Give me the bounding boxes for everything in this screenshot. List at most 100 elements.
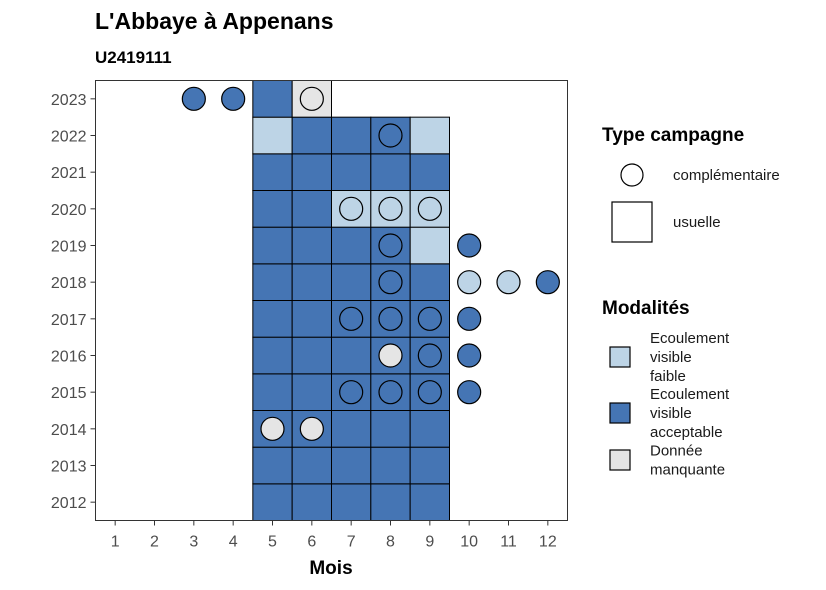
point-2018-10 xyxy=(457,270,482,295)
x-axis-title: Mois xyxy=(309,558,352,579)
tile-2012-7 xyxy=(331,483,372,522)
x-tick-label: 11 xyxy=(500,534,517,551)
legend-modalites: Modalités Ecoulement visible faibleEcoulem… xyxy=(602,298,730,479)
x-tick-label: 7 xyxy=(347,534,356,551)
tile-2020-6 xyxy=(291,190,332,228)
legend-type-label-usuelle: usuelle xyxy=(673,214,721,231)
y-tick-label: 2021 xyxy=(51,165,87,182)
point-2020-9 xyxy=(417,196,442,221)
legend-key-0 xyxy=(609,346,631,368)
tile-2016-7 xyxy=(331,336,372,375)
y-tick-label: 2016 xyxy=(51,349,87,366)
tile-2018-5 xyxy=(252,263,293,302)
tile-2012-8 xyxy=(370,483,411,522)
tile-2020-5 xyxy=(252,190,293,228)
tile-2018-7 xyxy=(331,263,372,302)
tile-2013-8 xyxy=(370,446,411,485)
y-axis: 2012 2013 2014 2015 2016 2017 2018 2019 2020 2021… xyxy=(51,92,96,512)
legend-modalite-label-line: Ecoulement xyxy=(650,330,730,347)
point-2016-10 xyxy=(457,343,482,368)
legend-modalite-label: Ecoulement visible faible xyxy=(650,330,730,385)
x-axis: 1 2 3 4 5 6 7 8 9 10 11 12 xyxy=(111,520,557,551)
legend-square-key xyxy=(611,201,653,243)
point-2019-10 xyxy=(457,233,482,258)
tile-2022-6 xyxy=(291,116,332,155)
tile-2019-5 xyxy=(252,226,293,265)
point-2020-7 xyxy=(339,196,364,221)
plot-area xyxy=(95,80,568,522)
legend-modalite-label-line: visible xyxy=(650,349,692,366)
y-tick-label: 2012 xyxy=(51,495,87,512)
y-tick-label: 2015 xyxy=(51,385,87,402)
tile-2016-6 xyxy=(291,336,332,375)
x-tick-label: 2 xyxy=(150,534,159,551)
tile-2022-5 xyxy=(252,116,293,155)
tile-2013-7 xyxy=(331,446,372,485)
tile-2022-9 xyxy=(409,116,450,155)
chart-subtitle: U2419111 xyxy=(95,48,172,67)
x-tick-label: 3 xyxy=(189,534,198,551)
y-tick-label: 2013 xyxy=(51,459,87,476)
tile-2021-7 xyxy=(331,153,372,191)
tile-2017-6 xyxy=(291,300,332,338)
x-tick-label: 8 xyxy=(386,534,395,551)
legend-modalite-label-line: Ecoulement xyxy=(650,386,730,403)
tile-2012-5 xyxy=(252,483,293,522)
point-2020-8 xyxy=(378,196,403,221)
tile-2018-9 xyxy=(409,263,450,302)
y-tick-label: 2018 xyxy=(51,275,87,292)
point-2017-10 xyxy=(457,306,482,331)
point-2017-9 xyxy=(417,306,442,331)
tile-2015-6 xyxy=(291,373,332,412)
tile-2019-6 xyxy=(291,226,332,265)
tile-2012-6 xyxy=(291,483,332,522)
tile-2013-5 xyxy=(252,446,293,485)
chart-title: L'Abbaye à Appenans xyxy=(95,8,334,34)
point-2016-9 xyxy=(417,343,442,368)
x-tick-label: 6 xyxy=(307,534,316,551)
legend-key-1 xyxy=(609,402,631,424)
x-tick-label: 1 xyxy=(111,534,120,551)
legend-circle-key xyxy=(620,163,644,187)
point-2017-7 xyxy=(339,306,364,331)
point-2015-7 xyxy=(339,380,364,405)
point-2019-8 xyxy=(378,233,403,258)
x-tick-label: 5 xyxy=(268,534,277,551)
y-tick-label: 2014 xyxy=(51,422,87,439)
legend-type-label-complementaire: complémentaire xyxy=(673,167,780,184)
tile-2013-6 xyxy=(291,446,332,485)
legend-modalite-label-line: faible xyxy=(650,368,686,385)
points-layer xyxy=(181,86,560,441)
plot-border xyxy=(95,80,568,521)
tile-2021-6 xyxy=(291,153,332,191)
legend-modalites-title: Modalités xyxy=(602,298,690,319)
tile-2017-5 xyxy=(252,300,293,338)
tiles-layer xyxy=(252,80,450,522)
tile-2019-9 xyxy=(409,226,450,265)
tile-2014-7 xyxy=(331,410,372,448)
tile-2023-5 xyxy=(252,80,293,118)
tile-2022-7 xyxy=(331,116,372,155)
point-2015-10 xyxy=(457,380,482,405)
tile-2014-8 xyxy=(370,410,411,448)
legend-key-2 xyxy=(609,449,631,471)
legend-type-campagne: Type campagne complémentaire usuelle xyxy=(602,125,780,243)
point-2015-8 xyxy=(378,380,403,405)
tile-2021-5 xyxy=(252,153,293,191)
point-2014-5 xyxy=(260,416,285,441)
tile-2018-6 xyxy=(291,263,332,302)
y-tick-label: 2020 xyxy=(51,202,87,219)
legend-modalite-label: Donnée manquante xyxy=(650,443,725,479)
legend-modalite-label-line: Donnée xyxy=(650,443,703,460)
y-tick-label: 2017 xyxy=(51,312,87,329)
tile-2015-5 xyxy=(252,373,293,412)
x-tick-label: 12 xyxy=(539,534,557,551)
tile-2012-9 xyxy=(409,483,450,522)
tile-2021-9 xyxy=(409,153,450,191)
tile-2021-8 xyxy=(370,153,411,191)
tile-2019-7 xyxy=(331,226,372,265)
point-2018-8 xyxy=(378,270,403,295)
y-tick-label: 2019 xyxy=(51,239,87,256)
tile-2014-9 xyxy=(409,410,450,448)
x-tick-label: 9 xyxy=(425,534,434,551)
